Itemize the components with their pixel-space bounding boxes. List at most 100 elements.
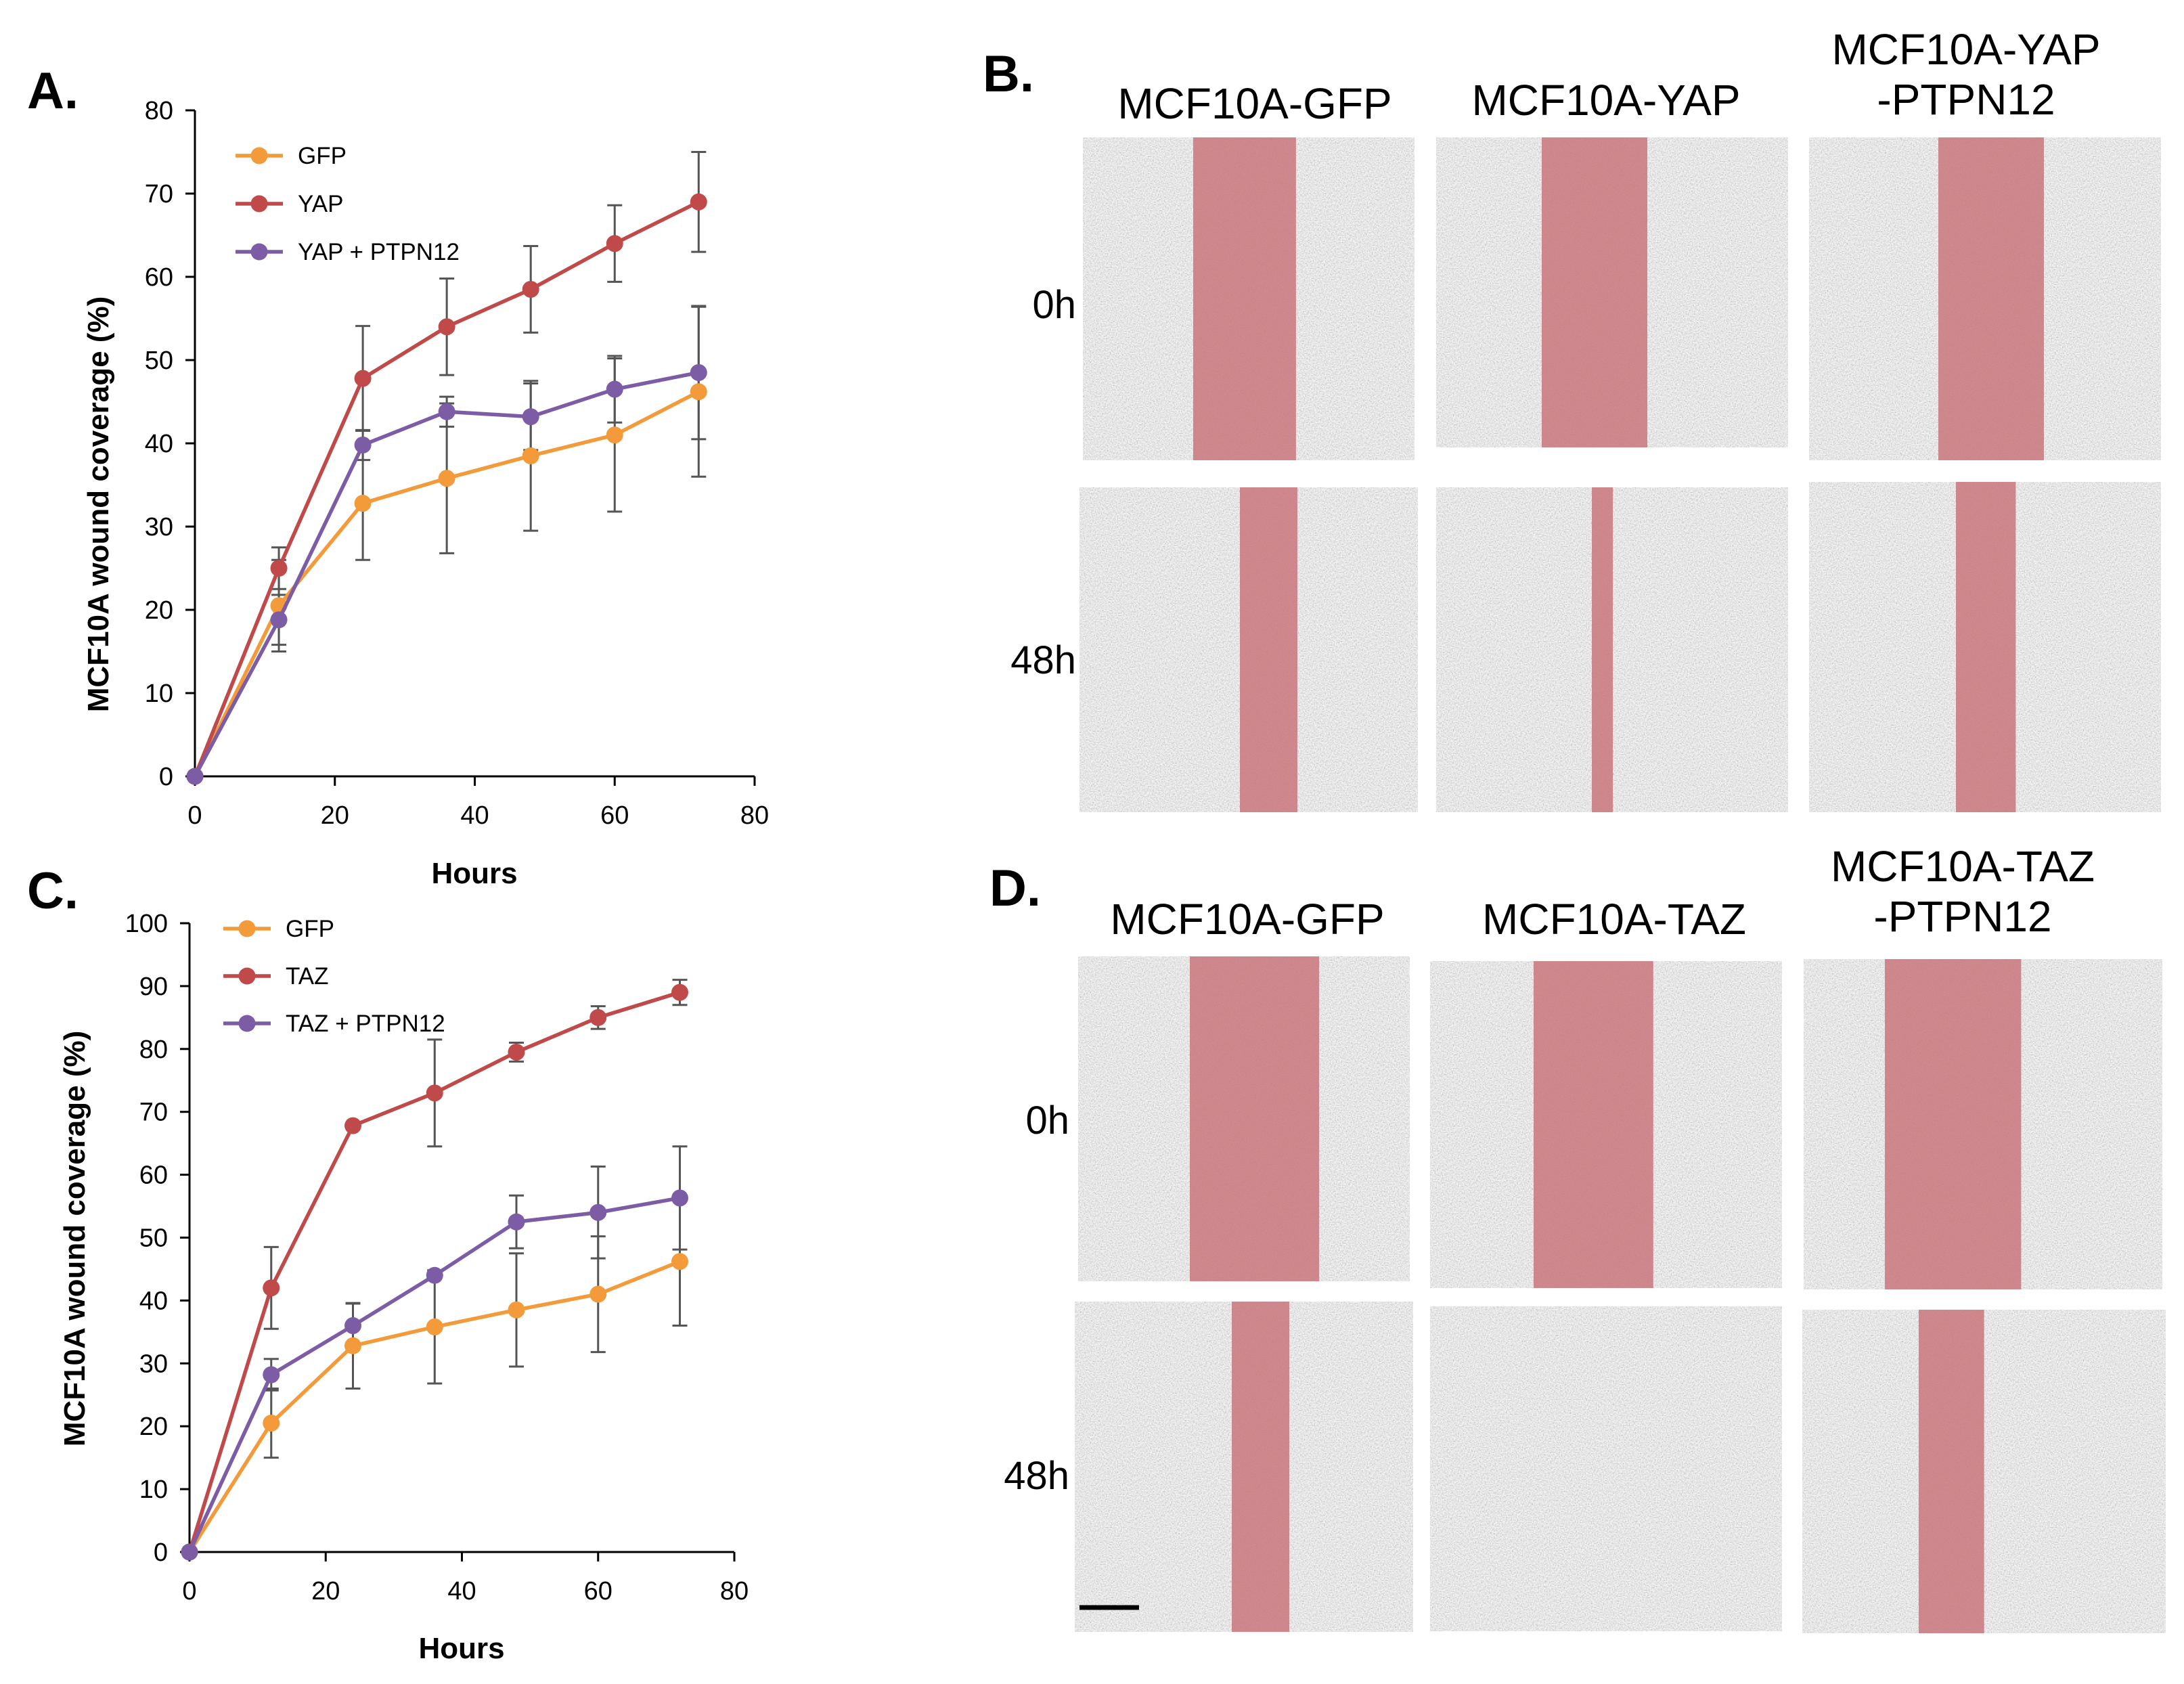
- data-point: [606, 380, 623, 398]
- wound-area: [1193, 137, 1296, 460]
- legend-item: GFP: [223, 916, 334, 942]
- legend-item: GFP: [236, 143, 347, 169]
- legend-item: TAZ + PTPN12: [223, 1011, 445, 1037]
- col-title-d-1: MCF10A-TAZ: [1482, 895, 1746, 944]
- wound-area: [1919, 1310, 1984, 1633]
- data-point: [438, 318, 455, 336]
- y-tick-label: 10: [139, 1476, 168, 1504]
- data-point: [508, 1043, 525, 1061]
- xticks-c: 0 20 40 60 80: [182, 1552, 749, 1605]
- row-label-b-0: 0h: [1032, 283, 1076, 327]
- data-point: [690, 193, 707, 210]
- x-tick-label: 60: [584, 1577, 612, 1605]
- legend-label: GFP: [286, 916, 334, 942]
- y-tick-label: 0: [159, 763, 173, 791]
- wound-area: [1534, 961, 1653, 1288]
- data-point: [263, 1415, 280, 1432]
- panel-d: D. MCF10A-GFP MCF10A-TAZ MCF10A-TAZ -PTPN…: [989, 842, 2166, 1633]
- data-point: [522, 280, 539, 298]
- wound-area: [1938, 137, 2044, 460]
- row-label-d-0: 0h: [1025, 1099, 1069, 1143]
- ylabel-c: MCF10A wound coverage (%): [58, 1031, 91, 1446]
- data-point: [354, 436, 372, 453]
- wound-area: [1592, 487, 1613, 812]
- data-point: [589, 1203, 607, 1221]
- ylabel-a: MCF10A wound coverage (%): [82, 296, 115, 712]
- wound-area: [1542, 137, 1647, 447]
- micrograph-tile: [1430, 961, 1782, 1288]
- legend-swatch-marker: [250, 243, 268, 261]
- legend-label: GFP: [298, 143, 347, 169]
- y-tick-label: 60: [139, 1161, 168, 1190]
- data-point: [344, 1317, 361, 1335]
- data-point: [344, 1337, 361, 1354]
- data-point: [426, 1266, 443, 1284]
- x-tick-label: 80: [720, 1577, 749, 1605]
- x-tick-label: 40: [447, 1577, 476, 1605]
- y-tick-label: 20: [145, 596, 173, 625]
- data-point: [589, 1285, 607, 1303]
- legend-c: GFP TAZ TAZ + PTPN12: [223, 916, 445, 1037]
- col-title-line: MCF10A-GFP: [1117, 79, 1391, 128]
- y-tick-label: 80: [139, 1036, 168, 1064]
- micrograph-tile: [1802, 1310, 2166, 1633]
- col-title-d-2: MCF10A-TAZ -PTPN12: [1831, 842, 2095, 941]
- x-tick-label: 20: [311, 1577, 340, 1605]
- image-grid-b: [1079, 137, 2161, 812]
- legend-item: TAZ: [223, 963, 329, 990]
- y-tick-label: 70: [139, 1099, 168, 1127]
- x-tick-label: 60: [600, 801, 629, 830]
- data-point: [354, 495, 372, 512]
- legend-item: YAP + PTPN12: [236, 239, 460, 265]
- col-title-line: MCF10A-YAP: [1471, 76, 1740, 125]
- yticks-a: 0 10 20 30 40 50 60 70 80: [145, 97, 195, 791]
- legend-swatch-marker: [238, 1015, 256, 1032]
- legend-item: YAP: [236, 191, 343, 217]
- data-point: [508, 1301, 525, 1319]
- xticks-a: 0 20 40 60 80: [187, 776, 769, 830]
- col-title-line: -PTPN12: [1877, 75, 2055, 124]
- legend-swatch-marker: [250, 195, 268, 213]
- legend-swatch-marker: [238, 967, 256, 985]
- plot-area-a: [186, 151, 707, 785]
- col-title-b-2: MCF10A-YAP -PTPN12: [1831, 25, 2100, 124]
- micrograph-tile: [1809, 482, 2161, 812]
- data-point: [522, 447, 539, 464]
- data-point: [426, 1084, 443, 1102]
- y-tick-label: 10: [145, 680, 173, 708]
- data-point: [270, 611, 288, 629]
- micrograph-tile: [1075, 1302, 1413, 1632]
- data-point: [589, 1009, 607, 1026]
- data-point: [181, 1543, 198, 1561]
- x-tick-label: 0: [182, 1577, 196, 1605]
- panel-label-b: B.: [983, 45, 1034, 103]
- data-point: [438, 470, 455, 487]
- y-tick-label: 30: [139, 1350, 168, 1378]
- plot-area-c: [181, 979, 688, 1561]
- micrograph-tile: [1809, 137, 2161, 460]
- data-point: [671, 1189, 688, 1207]
- legend-label: YAP: [298, 191, 343, 217]
- row-label-d-1: 48h: [1004, 1454, 1069, 1498]
- col-title-line: MCF10A-TAZ: [1482, 895, 1746, 944]
- row-label-b-1: 48h: [1010, 638, 1076, 682]
- micrograph-tile: [1079, 487, 1418, 812]
- x-tick-label: 0: [187, 801, 202, 830]
- col-title-line: -PTPN12: [1873, 892, 2051, 941]
- y-tick-label: 50: [145, 347, 173, 375]
- y-tick-label: 90: [139, 973, 168, 1001]
- yticks-c: 0 10 20 30 40 50 60 70 80 90 100: [125, 910, 190, 1567]
- chart-a: A. MCF10A wound coverage (%) Hours 0 10 20…: [27, 62, 769, 890]
- col-title-line: MCF10A-YAP: [1831, 25, 2100, 74]
- data-point: [263, 1366, 280, 1383]
- data-point: [186, 768, 204, 785]
- wound-area: [1885, 959, 2022, 1289]
- micrograph-tile: [1078, 956, 1410, 1281]
- xlabel-c: Hours: [418, 1632, 504, 1665]
- y-tick-label: 50: [139, 1224, 168, 1253]
- data-point: [508, 1213, 525, 1231]
- col-title-b-0: MCF10A-GFP: [1117, 79, 1391, 128]
- xlabel-a: Hours: [431, 857, 517, 890]
- micrograph-texture: [1430, 1306, 1782, 1631]
- col-title-d-0: MCF10A-GFP: [1110, 895, 1384, 944]
